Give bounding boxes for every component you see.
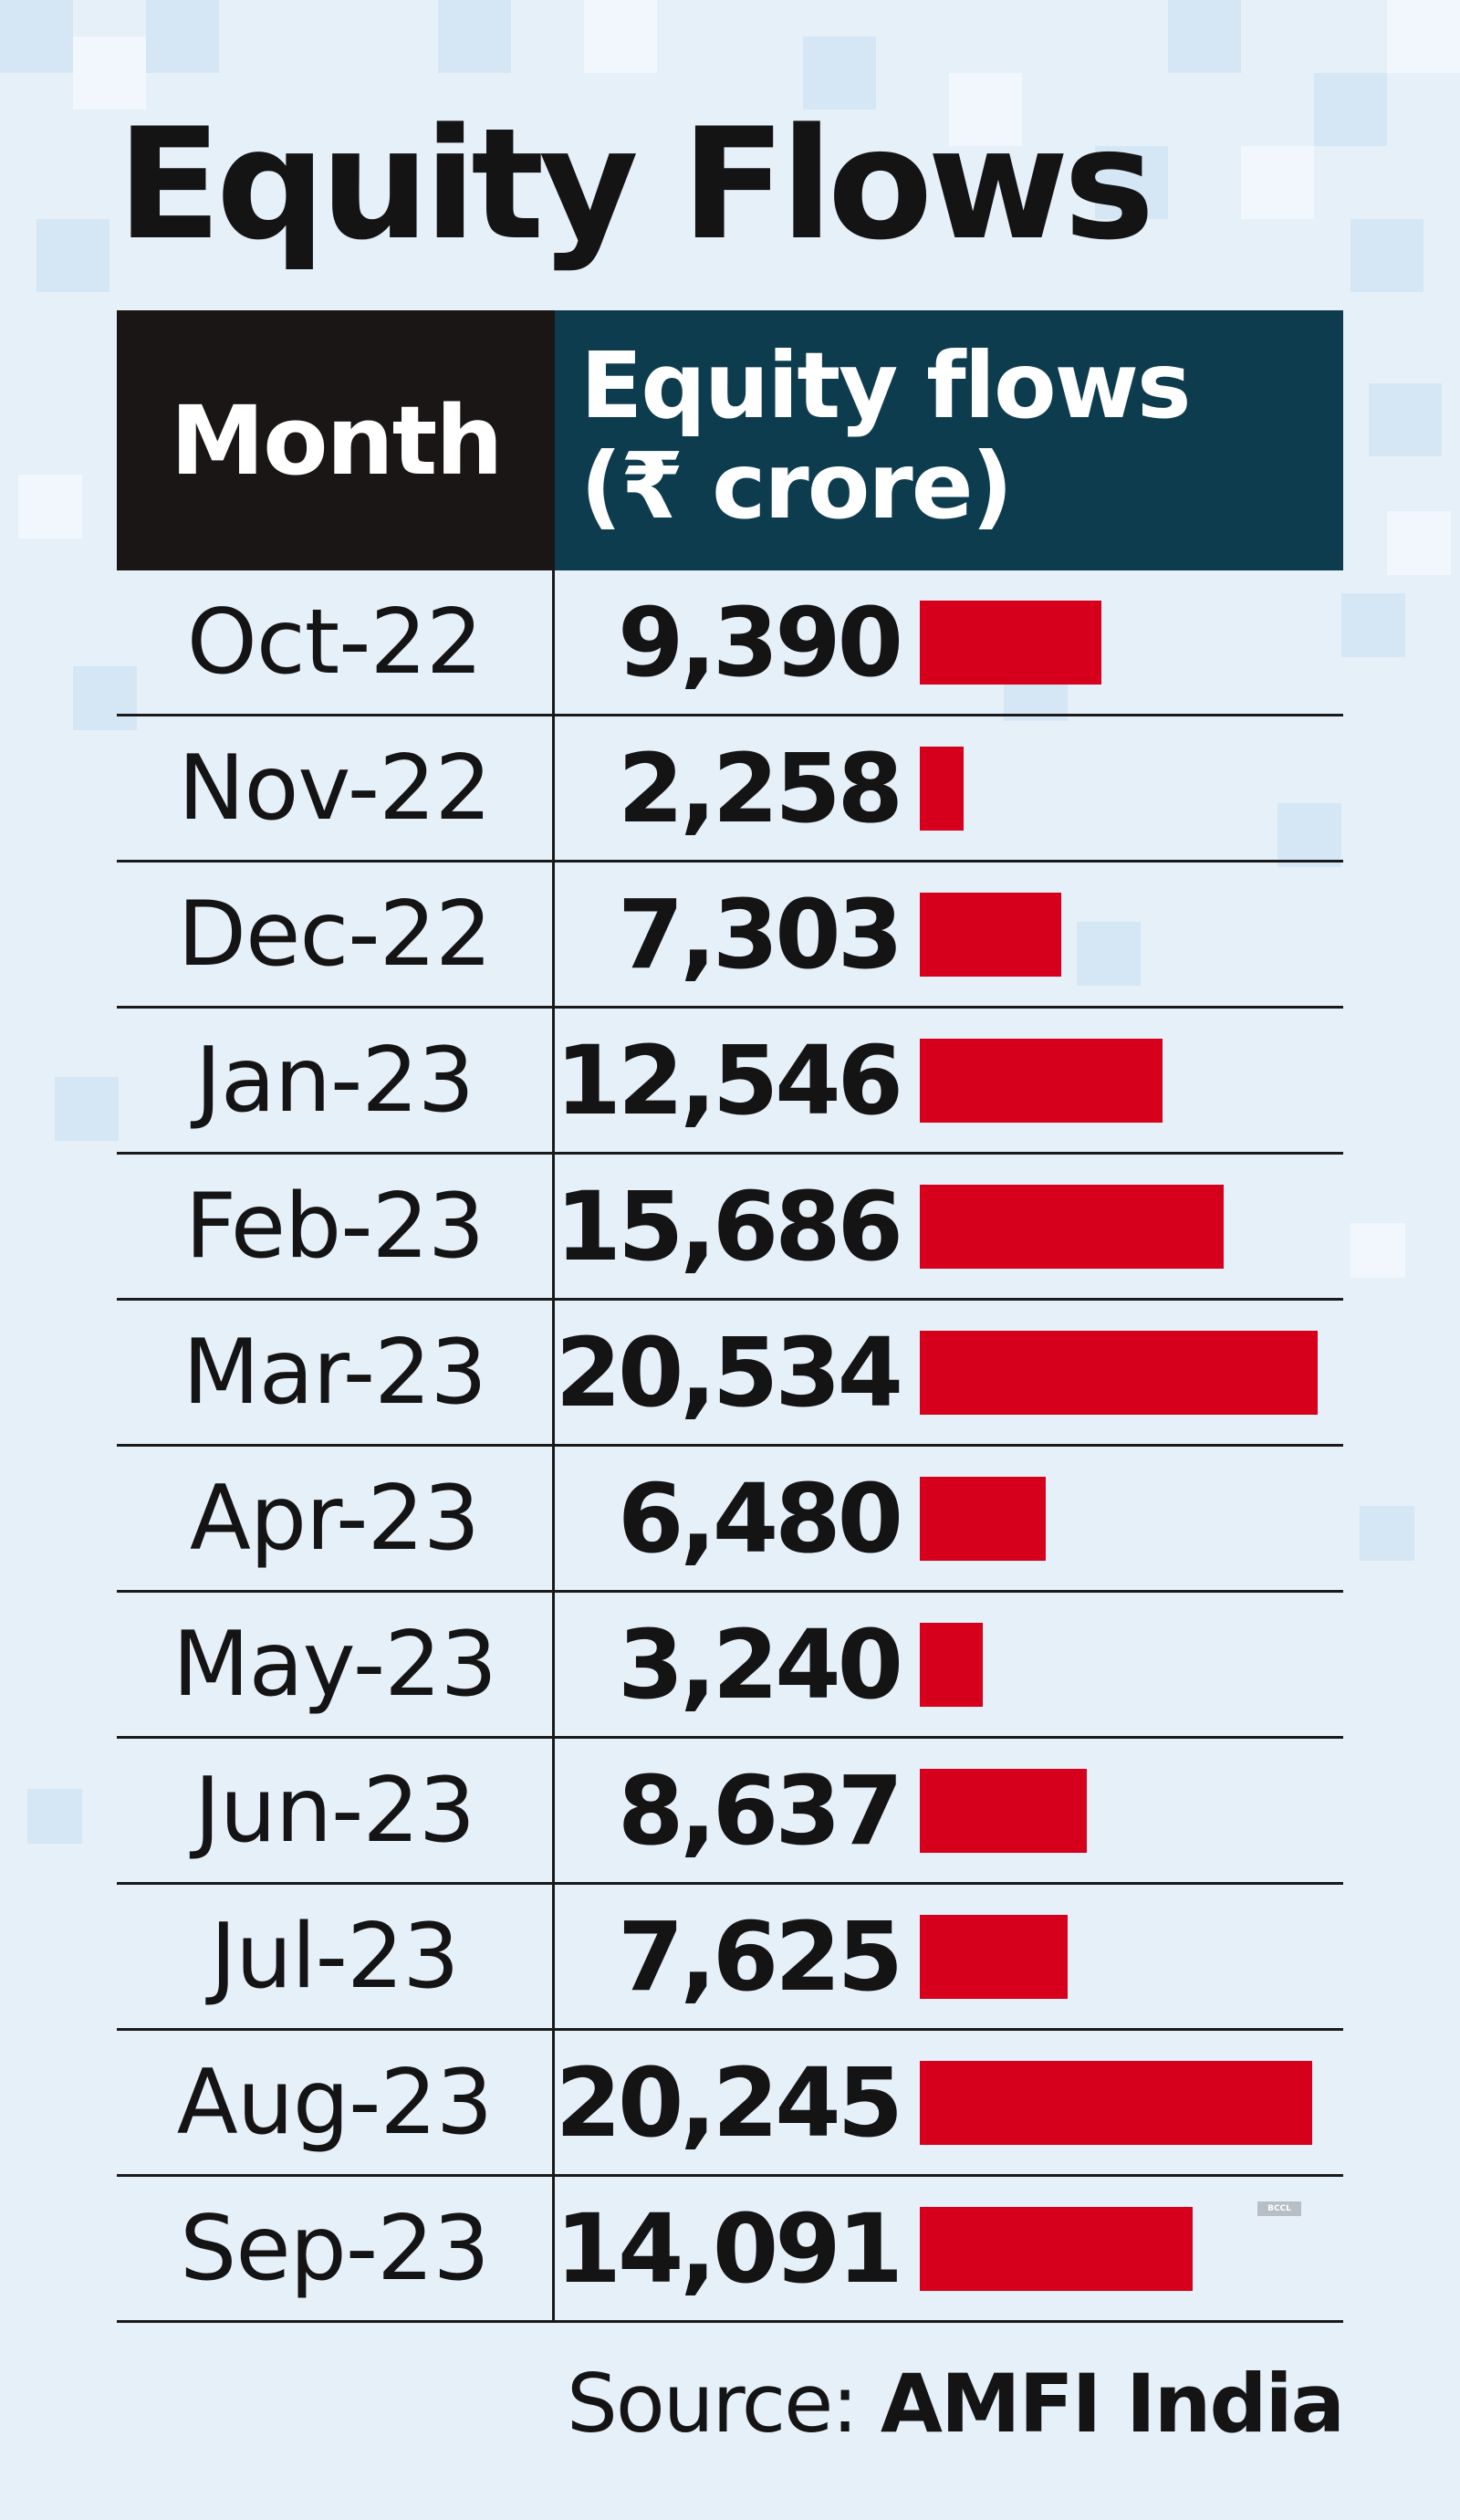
bar-track <box>920 1885 1343 2028</box>
bar-may-23 <box>920 1623 983 1707</box>
bar-track <box>920 570 1343 714</box>
equity-flows-column-header: Equity flows (₹ crore) <box>555 310 1343 570</box>
bar-nov-22 <box>920 747 964 831</box>
value-label: 20,534 <box>555 1316 903 1428</box>
month-label: Dec-22 <box>117 863 555 1006</box>
month-label: Jul-23 <box>117 1885 555 2028</box>
month-column-header: Month <box>117 310 555 570</box>
bar-track <box>920 716 1343 860</box>
value-cell: 20,245 <box>555 2031 1343 2174</box>
bar-sep-23 <box>920 2207 1193 2291</box>
month-label: May-23 <box>117 1593 555 1736</box>
value-cell: 12,546 <box>555 1009 1343 1152</box>
month-label: Aug-23 <box>117 2031 555 2174</box>
month-label: Oct-22 <box>117 570 555 714</box>
table-row: Nov-22 2,258 <box>117 716 1343 863</box>
value-cell: 6,480 <box>555 1447 1343 1590</box>
value-label: 7,303 <box>618 878 903 990</box>
table-row: Apr-23 6,480 <box>117 1447 1343 1593</box>
value-label: 15,686 <box>555 1170 903 1282</box>
bar-aug-23 <box>920 2061 1312 2145</box>
value-cell: 7,625 <box>555 1885 1343 2028</box>
month-label: Jun-23 <box>117 1739 555 1882</box>
table-row: Aug-23 20,245 <box>117 2031 1343 2177</box>
bar-mar-23 <box>920 1331 1318 1415</box>
value-label: 20,245 <box>555 2046 903 2159</box>
table-row: Jan-23 12,546 <box>117 1009 1343 1155</box>
bar-track <box>920 2031 1343 2174</box>
value-label: 9,390 <box>618 586 903 698</box>
value-cell: 9,390 <box>555 570 1343 714</box>
equity-flows-header-line-1: Equity flows <box>580 332 1192 439</box>
bar-jun-23 <box>920 1769 1087 1853</box>
source-credit: Source: AMFI India <box>567 2357 1345 2451</box>
table-header: Month Equity flows (₹ crore) <box>117 310 1343 570</box>
bar-apr-23 <box>920 1477 1046 1561</box>
value-label: 3,240 <box>618 1608 903 1720</box>
month-label: Feb-23 <box>117 1155 555 1298</box>
bar-track <box>920 1447 1343 1590</box>
bar-track <box>920 1739 1343 1882</box>
value-cell: 15,686 <box>555 1155 1343 1298</box>
table-row: Feb-23 15,686 <box>117 1155 1343 1301</box>
bar-dec-22 <box>920 893 1061 977</box>
table-row: Oct-22 9,390 <box>117 570 1343 716</box>
value-label: 2,258 <box>618 732 903 844</box>
month-label: Apr-23 <box>117 1447 555 1590</box>
value-label: 6,480 <box>618 1462 903 1574</box>
month-label: Sep-23 <box>117 2177 555 2320</box>
bar-track <box>920 1593 1343 1736</box>
table-row: Dec-22 7,303 <box>117 863 1343 1009</box>
value-cell: 7,303 <box>555 863 1343 1006</box>
bar-oct-22 <box>920 601 1101 685</box>
bar-jan-23 <box>920 1039 1163 1123</box>
source-prefix: Source: <box>567 2357 881 2451</box>
equity-flows-header-line-2: (₹ crore) <box>580 433 1013 539</box>
bar-track <box>920 2177 1343 2320</box>
value-cell: 8,637 <box>555 1739 1343 1882</box>
month-label: Mar-23 <box>117 1301 555 1444</box>
bar-jul-23 <box>920 1915 1068 1999</box>
value-cell: 2,258 <box>555 716 1343 860</box>
chart-title: Equity Flows <box>117 95 1154 274</box>
month-label: Jan-23 <box>117 1009 555 1152</box>
bar-track <box>920 1009 1343 1152</box>
table-row: Sep-23 14,091 <box>117 2177 1343 2323</box>
value-cell: 14,091 <box>555 2177 1343 2320</box>
bar-track <box>920 1301 1343 1444</box>
table-body: Oct-22 9,390 Nov-22 2,258 Dec-22 7,303 Jan-23 1… <box>117 570 1343 2323</box>
value-label: 12,546 <box>555 1024 903 1136</box>
value-cell: 3,240 <box>555 1593 1343 1736</box>
bar-feb-23 <box>920 1185 1224 1269</box>
value-label: 8,637 <box>618 1754 903 1866</box>
value-label: 14,091 <box>555 2192 903 2305</box>
bar-track <box>920 863 1343 1006</box>
bar-track <box>920 1155 1343 1298</box>
table-row: Jul-23 7,625 <box>117 1885 1343 2031</box>
value-cell: 20,534 <box>555 1301 1343 1444</box>
source-name: AMFI India <box>880 2357 1345 2451</box>
table-row: Jun-23 8,637 <box>117 1739 1343 1885</box>
table-row: Mar-23 20,534 <box>117 1301 1343 1447</box>
table-row: May-23 3,240 <box>117 1593 1343 1739</box>
value-label: 7,625 <box>618 1900 903 2013</box>
equity-flows-table: Month Equity flows (₹ crore) Oct-22 9,390… <box>117 310 1343 2323</box>
month-label: Nov-22 <box>117 716 555 860</box>
bccl-watermark: BCCL <box>1257 2201 1301 2216</box>
